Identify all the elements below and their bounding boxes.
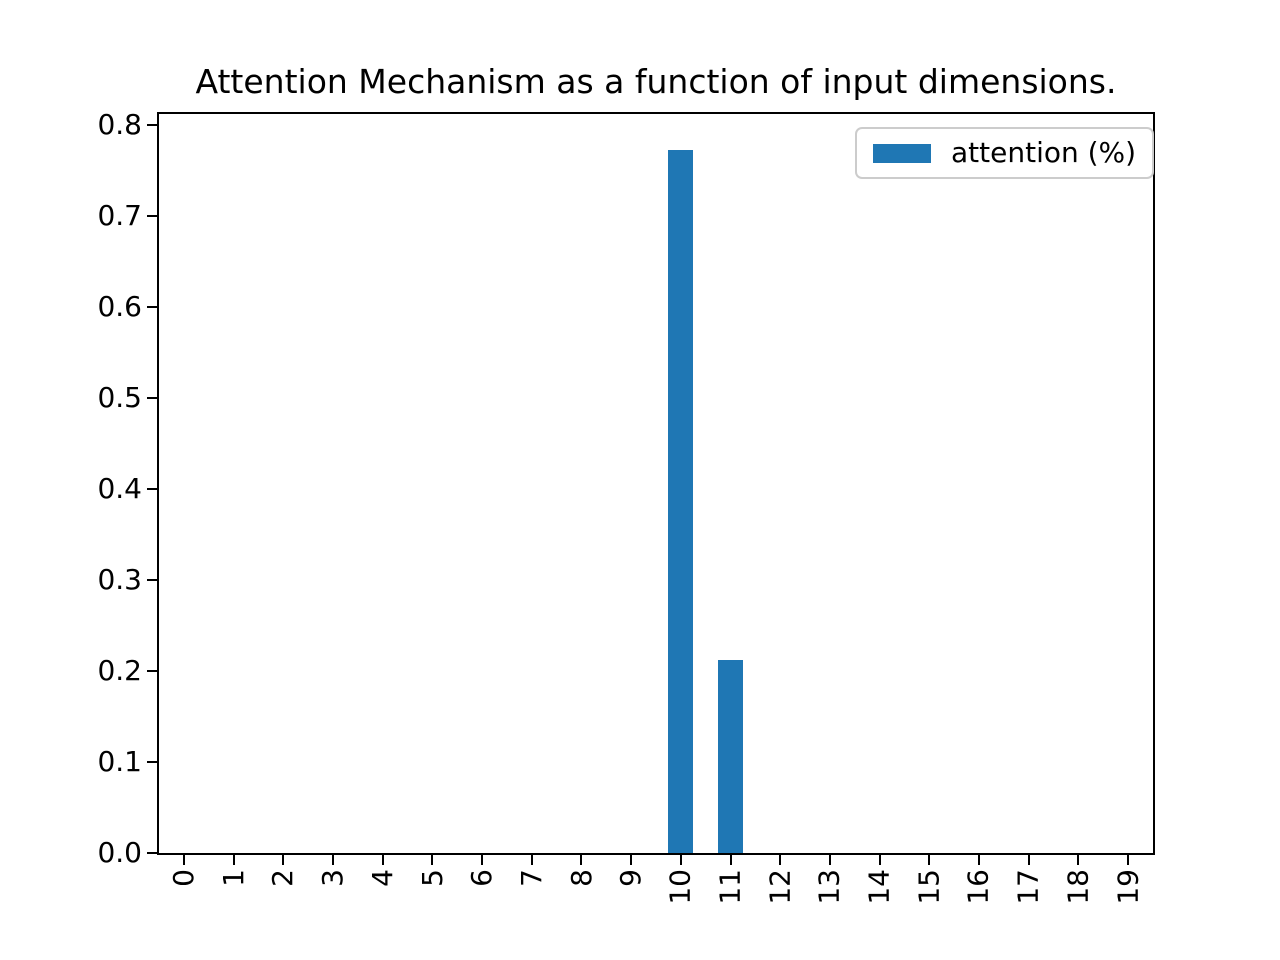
x-tick-label: 19: [1111, 869, 1145, 905]
y-tick-mark: [147, 305, 157, 308]
x-tick-mark: [928, 855, 931, 865]
x-tick-mark: [580, 855, 583, 865]
x-tick-mark: [481, 855, 484, 865]
legend: attention (%): [855, 127, 1155, 179]
x-tick-label: 8: [564, 869, 598, 887]
y-tick-label: 0.8: [97, 107, 142, 141]
x-tick-mark: [530, 855, 533, 865]
x-tick-label: 7: [514, 869, 548, 887]
x-tick-label: 11: [713, 869, 747, 905]
y-tick-label: 0.0: [97, 836, 142, 869]
y-tick-mark: [147, 760, 157, 763]
x-tick-label: 5: [415, 869, 449, 887]
x-tick-mark: [282, 855, 285, 865]
y-tick-mark: [147, 487, 157, 490]
x-tick-label: 3: [315, 869, 349, 887]
x-tick-label: 9: [614, 869, 648, 887]
y-tick-mark: [147, 578, 157, 581]
y-tick-mark: [147, 396, 157, 399]
y-tick-label: 0.6: [97, 289, 142, 323]
x-tick-mark: [978, 855, 981, 865]
y-tick-mark: [147, 214, 157, 217]
x-tick-mark: [828, 855, 831, 865]
x-tick-mark: [1027, 855, 1030, 865]
y-tick-mark: [147, 123, 157, 126]
x-tick-mark: [431, 855, 434, 865]
x-tick-label: 2: [266, 869, 300, 887]
x-tick-mark: [1127, 855, 1130, 865]
x-tick-label: 1: [216, 869, 250, 887]
x-tick-mark: [232, 855, 235, 865]
x-tick-label: 0: [166, 869, 200, 887]
y-tick-label: 0.7: [97, 198, 142, 232]
x-tick-label: 10: [663, 869, 697, 905]
y-tick-mark: [147, 669, 157, 672]
x-tick-label: 4: [365, 869, 399, 887]
x-tick-label: 6: [465, 869, 499, 887]
x-tick-mark: [878, 855, 881, 865]
x-tick-label: 16: [962, 869, 996, 905]
y-tick-mark: [147, 852, 157, 854]
x-tick-mark: [331, 855, 334, 865]
x-tick-label: 18: [1061, 869, 1095, 905]
x-tick-mark: [679, 855, 682, 865]
x-tick-mark: [729, 855, 732, 865]
x-tick-label: 14: [862, 869, 896, 905]
x-tick-mark: [182, 855, 185, 865]
y-tick-label: 0.5: [97, 380, 142, 414]
x-tick-label: 17: [1011, 869, 1045, 905]
x-tick-label: 13: [812, 869, 846, 905]
legend-color-swatch: [873, 143, 931, 163]
x-tick-mark: [630, 855, 633, 865]
y-tick-label: 0.2: [97, 653, 142, 687]
x-tick-label: 12: [763, 869, 797, 905]
legend-label: attention (%): [951, 136, 1137, 169]
y-tick-label: 0.3: [97, 562, 142, 596]
x-tick-mark: [779, 855, 782, 865]
y-tick-label: 0.1: [97, 744, 142, 778]
y-tick-label: 0.4: [97, 471, 142, 505]
x-tick-mark: [381, 855, 384, 865]
chart-title: Attention Mechanism as a function of inp…: [195, 62, 1117, 101]
plot-area: [157, 112, 1155, 855]
x-tick-label: 15: [912, 869, 946, 905]
x-tick-mark: [1077, 855, 1080, 865]
